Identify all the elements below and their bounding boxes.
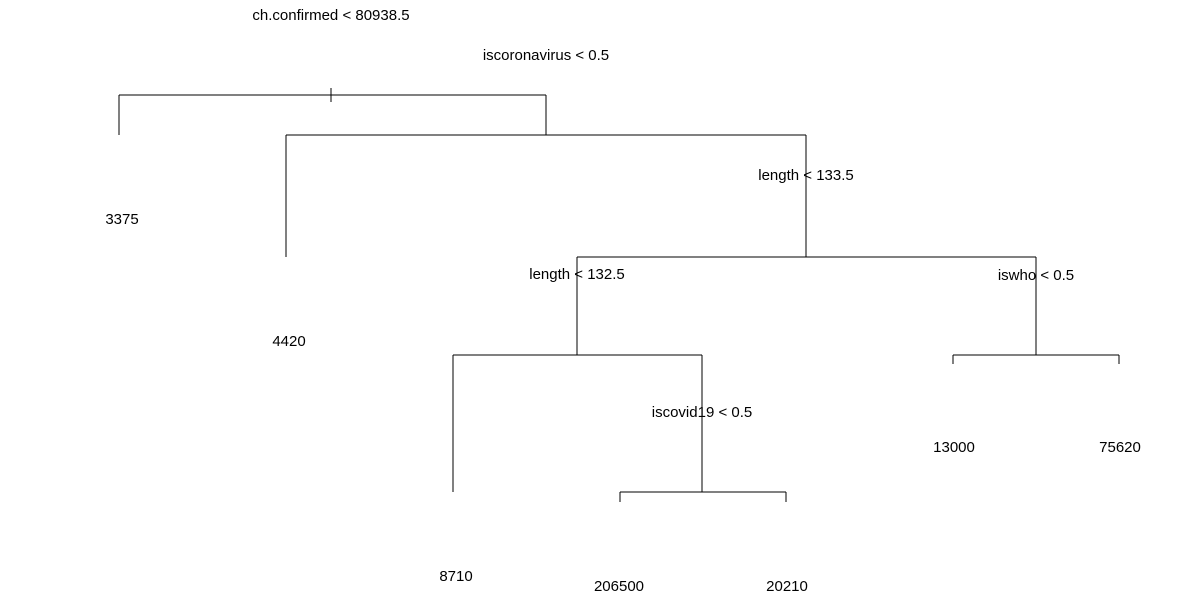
split-label-length-133: length < 133.5 — [758, 167, 854, 184]
split-label-iswho: iswho < 0.5 — [998, 267, 1074, 284]
split-label-root: ch.confirmed < 80938.5 — [252, 7, 409, 24]
split-length-133 — [576, 256, 1037, 355]
leaf-value-8710: 8710 — [439, 568, 472, 585]
leaf-value-206500: 206500 — [594, 578, 644, 595]
split-length-132 — [452, 354, 703, 492]
leaf-value-3375: 3375 — [105, 211, 138, 228]
split-label-iscovid19: iscovid19 < 0.5 — [652, 404, 752, 421]
split-label-iscoronavirus: iscoronavirus < 0.5 — [483, 47, 609, 64]
leaf-value-20210: 20210 — [766, 578, 808, 595]
split-iscovid19 — [619, 491, 787, 502]
leaf-value-13000: 13000 — [933, 439, 975, 456]
leaf-value-4420: 4420 — [272, 333, 305, 350]
leaf-value-75620: 75620 — [1099, 439, 1141, 456]
split-root — [118, 88, 547, 135]
split-iscoronavirus — [285, 134, 807, 257]
split-iswho — [952, 354, 1120, 364]
split-label-length-132: length < 132.5 — [529, 266, 625, 283]
